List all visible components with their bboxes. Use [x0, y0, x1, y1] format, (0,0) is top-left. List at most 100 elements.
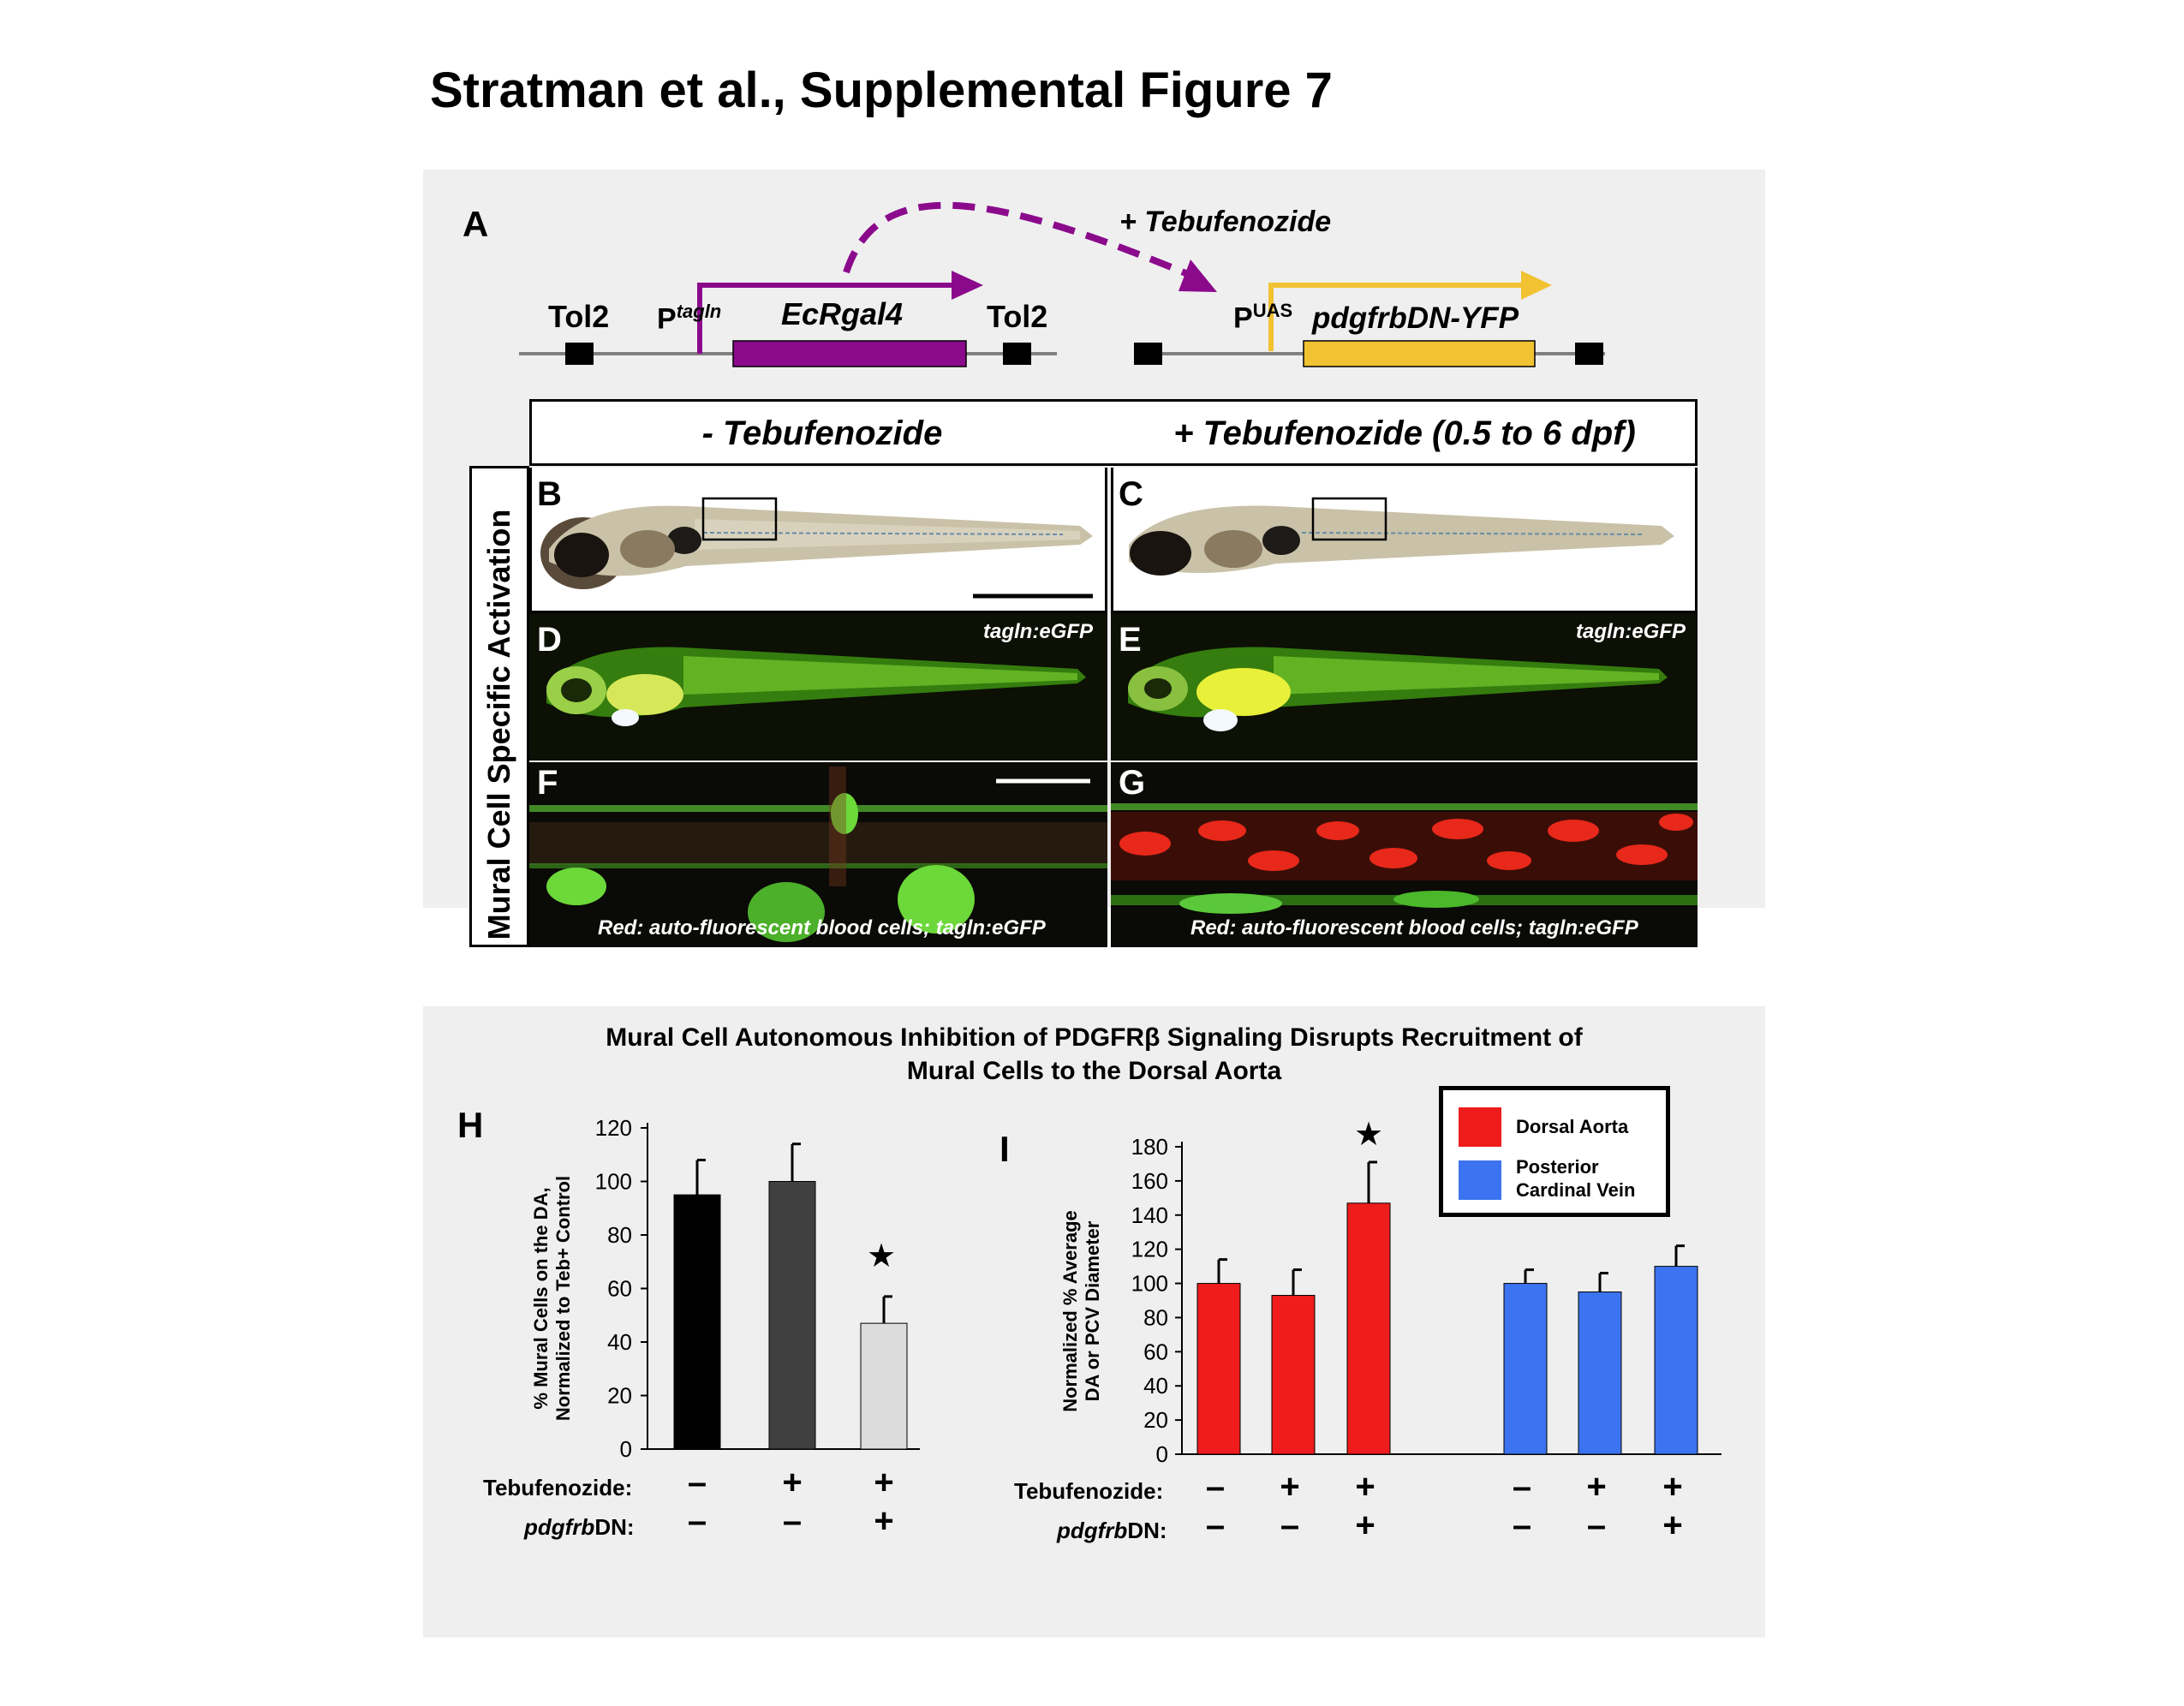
gene1-label: EcRgal4 — [781, 296, 904, 331]
panel-letter-i: I — [1000, 1129, 1010, 1169]
panel-letter-g: G — [1119, 764, 1146, 802]
chart-h-bar-0 — [673, 1194, 721, 1450]
chart-i-teb-sign-1: + — [1280, 1468, 1299, 1506]
chart-i-legend: Dorsal Aorta Posterior Cardinal Vein — [1439, 1086, 1670, 1217]
chart-i-teb-sign-4: + — [1586, 1468, 1606, 1506]
gene2-label: pdgfrbDN-YFP — [1312, 301, 1519, 335]
tol2-left-label: Tol2 — [548, 299, 610, 334]
legend-label-pcv: Posterior Cardinal Vein — [1516, 1156, 1636, 1201]
chart-h-significance-star: ★ — [867, 1238, 896, 1274]
chart-h-bar-2 — [860, 1322, 908, 1450]
construct-diagram — [519, 201, 1605, 367]
larva-brightfield-c — [1129, 497, 1674, 576]
uas-promoter-arrow — [1268, 283, 1524, 351]
chart-i-row-label-pdgfrbdn: pdgfrbDN: — [1057, 1518, 1167, 1544]
panel-c-brightfield-image — [1111, 468, 1698, 613]
chart-i-ytick-label: 60 — [1143, 1339, 1168, 1364]
chart-h-ytick-label: 60 — [607, 1276, 632, 1302]
tol2-right-site — [1003, 343, 1031, 365]
tol2-left-site — [565, 343, 594, 365]
promoter1-label: Ptagln — [657, 301, 721, 336]
chart-h-pdgfrb-italic: pdgfrb — [524, 1514, 595, 1540]
chart-h-teb-sign-0: – — [688, 1464, 707, 1501]
chart-h-dn-sign-2: + — [874, 1502, 893, 1540]
panel-letter-a: A — [462, 204, 489, 244]
promoter2-sup: UAS — [1252, 300, 1293, 321]
promoter1-sup: tagln — [676, 301, 722, 322]
condition-header-box — [529, 399, 1698, 466]
chart-i-teb-sign-2: + — [1355, 1468, 1375, 1506]
chart-i-ytick-label: 20 — [1143, 1407, 1168, 1433]
confocal-f — [529, 767, 1107, 942]
legend-swatch-pcv — [1459, 1160, 1501, 1200]
chart-i-dn-sign-2: + — [1355, 1506, 1375, 1544]
chart-i-dn-sign-0: – — [1206, 1506, 1225, 1544]
chart-h-ytick-label: 80 — [607, 1222, 632, 1248]
chart-i-ytick-label: 100 — [1131, 1271, 1168, 1297]
confocal-g — [1111, 803, 1698, 914]
panel-letter-e: E — [1119, 621, 1142, 659]
panel-g-confocal-image — [1111, 762, 1698, 947]
chart-i-pdgfrb-italic: pdgfrb — [1057, 1518, 1128, 1543]
chart-h-dn-sign-0: – — [688, 1502, 707, 1540]
chart-i-teb-sign-5: + — [1662, 1468, 1682, 1506]
caption-f: Red: auto-fluorescent blood cells; tagln… — [598, 916, 1046, 939]
charts-title-line2: Mural Cells to the Dorsal Aorta — [906, 1057, 1282, 1085]
chart-h-row-label-pdgfrbdn: pdgfrbDN: — [524, 1514, 635, 1541]
chart-i-ytick-label: 140 — [1131, 1202, 1168, 1228]
chart-i-bar-pcv-1 — [1578, 1291, 1622, 1455]
tol2-right-label: Tol2 — [987, 299, 1048, 334]
chart-i-bar-da-0 — [1196, 1283, 1241, 1455]
chart-h-ytick-label: 0 — [620, 1436, 632, 1462]
chart-i-bar-da-2 — [1346, 1202, 1391, 1455]
chart-h-ytick-label: 100 — [595, 1169, 632, 1195]
panel-letter-d: D — [537, 621, 562, 659]
panel-letter-f: F — [537, 764, 558, 802]
chart-i-ytick-label: 180 — [1131, 1134, 1168, 1160]
chart-i-teb-sign-3: – — [1513, 1468, 1531, 1506]
header-plus-tebufenozide: + Tebufenozide (0.5 to 6 dpf) — [1173, 415, 1636, 452]
chart-i-ytick-label: 0 — [1156, 1441, 1168, 1467]
chart-h-row-label-tebufenozide: Tebufenozide: — [483, 1475, 633, 1500]
chart-i-dn-sign-5: + — [1662, 1506, 1682, 1544]
chart-i-ytick-label: 80 — [1143, 1304, 1168, 1330]
panel-letter-c: C — [1119, 475, 1143, 513]
tebufenozide-activation-arrow — [843, 201, 1196, 280]
chart-i-bar-pcv-2 — [1654, 1266, 1698, 1455]
fluor-label-d: tagln:eGFP — [983, 620, 1094, 643]
chart-h-bar-1 — [768, 1181, 816, 1450]
legend-swatch-dorsal-aorta — [1459, 1107, 1501, 1147]
chart-i-dn-sign-4: – — [1587, 1506, 1606, 1544]
figure-title: Stratman et al., Supplemental Figure 7 — [430, 63, 1333, 118]
pdgfrbdn-yfp-gene-box — [1303, 340, 1536, 367]
larva-brightfield-b — [540, 497, 1093, 599]
chart-i-dn-sign-1: – — [1280, 1506, 1299, 1544]
construct2-left-site — [1134, 343, 1162, 365]
side-label-text: Mural Cell Specific Activation — [481, 509, 516, 940]
chart-i-significance-star: ★ — [1354, 1117, 1383, 1153]
chart-i-bar-da-1 — [1271, 1295, 1316, 1455]
charts-title-line1: Mural Cell Autonomous Inhibition of PDGF… — [606, 1023, 1583, 1052]
chart-h-teb-sign-1: + — [782, 1464, 802, 1501]
chart-h-dn-sign-1: – — [783, 1502, 802, 1540]
chart-i-ytick-label: 120 — [1131, 1237, 1168, 1262]
uas-promoter-arrowhead — [1521, 271, 1552, 300]
panel-d-fluorescence-image — [529, 613, 1107, 761]
chart-h-ytick-label: 40 — [607, 1329, 632, 1355]
panel-f-confocal-image — [529, 762, 1107, 947]
larva-fluorescence-e — [1128, 647, 1668, 731]
chart-h-dn-rest: DN: — [594, 1514, 635, 1540]
chart-h-ytick-label: 120 — [595, 1115, 632, 1141]
promoter2-p: P — [1233, 301, 1253, 335]
caption-g: Red: auto-fluorescent blood cells; tagln… — [1190, 916, 1638, 939]
ecrgal4-gene-box — [732, 340, 967, 367]
chart-i-ytick-label: 40 — [1143, 1373, 1168, 1399]
side-label-box — [469, 466, 529, 947]
chart-i-dn-rest: DN: — [1127, 1518, 1167, 1543]
construct2-right-site — [1575, 343, 1603, 365]
fluor-label-e: tagln:eGFP — [1576, 620, 1686, 643]
chart-i-dn-sign-3: – — [1513, 1506, 1531, 1544]
header-minus-tebufenozide: - Tebufenozide — [701, 415, 943, 452]
larva-fluorescence-d — [546, 647, 1086, 726]
